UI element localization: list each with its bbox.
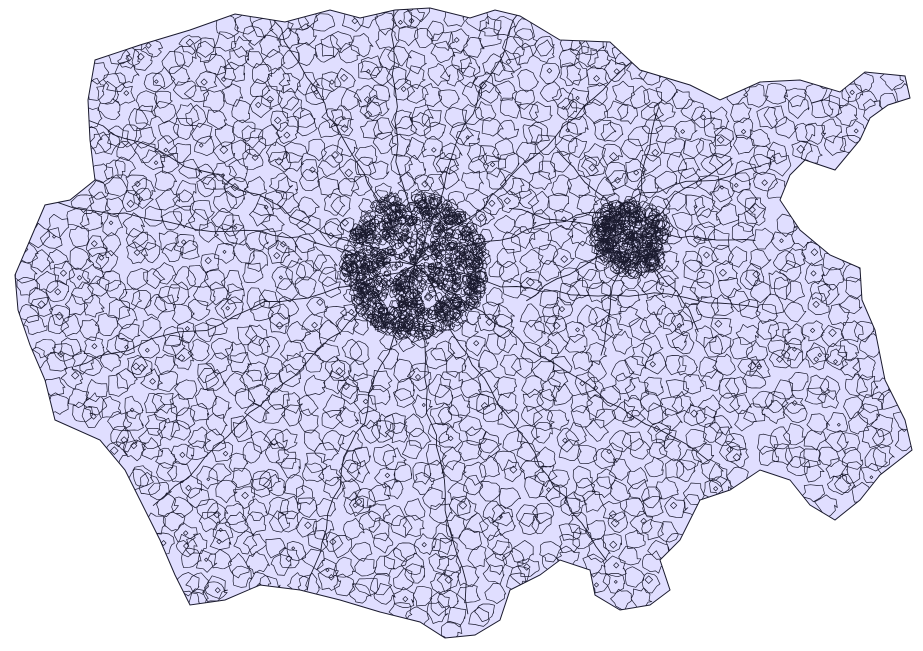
parcel-boundaries bbox=[15, 8, 912, 638]
region-outline bbox=[14, 7, 913, 639]
radial-boundaries bbox=[57, 8, 762, 615]
